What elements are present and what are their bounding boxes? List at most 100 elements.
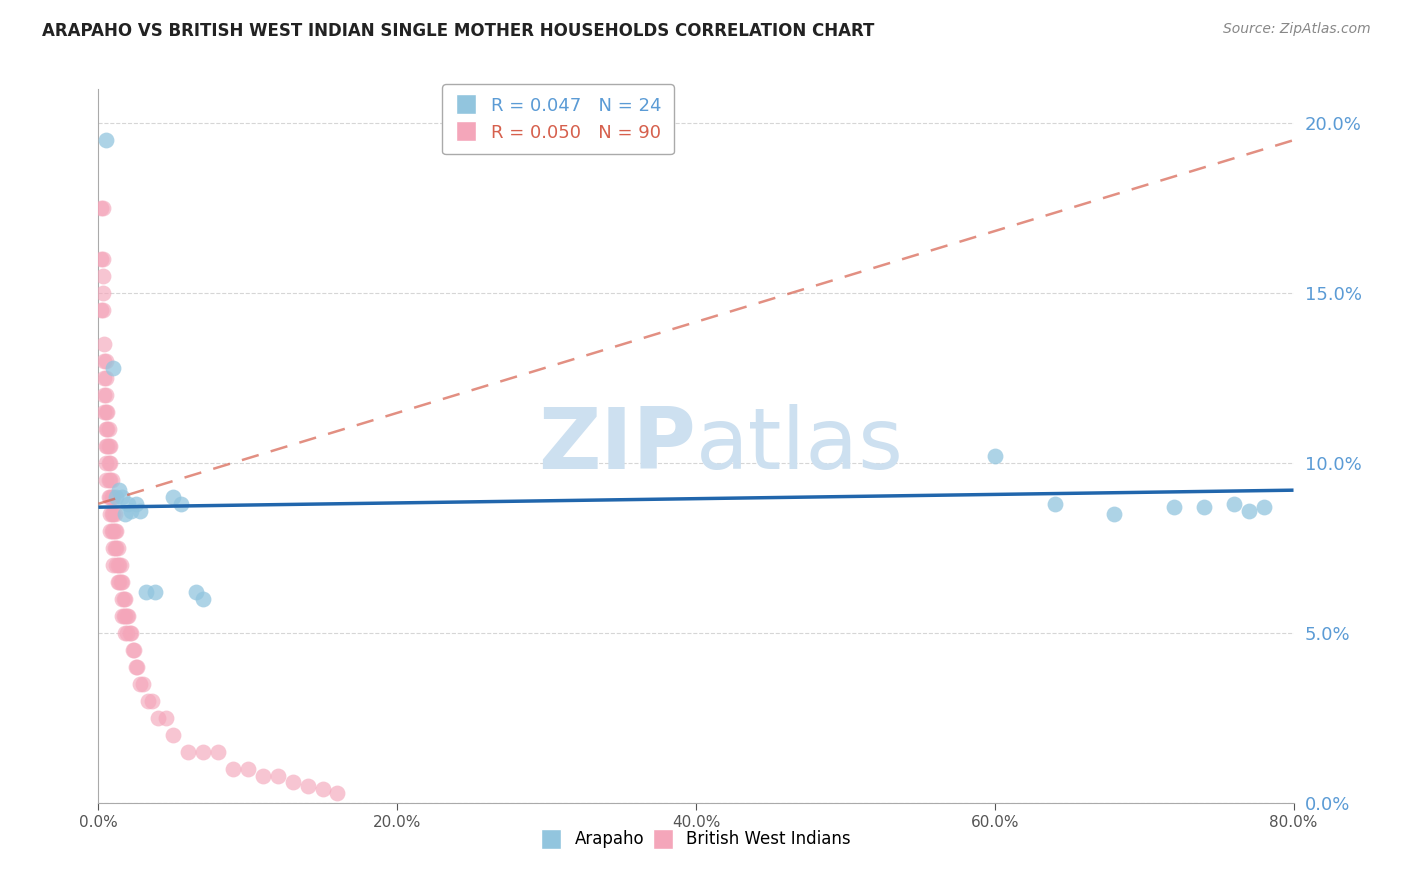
Point <box>114 608 136 623</box>
Point <box>101 490 124 504</box>
Point <box>125 497 148 511</box>
Point <box>114 591 136 606</box>
Point <box>98 490 122 504</box>
Point <box>93 337 115 351</box>
Point <box>105 490 128 504</box>
Text: ARAPAHO VS BRITISH WEST INDIAN SINGLE MOTHER HOUSEHOLDS CORRELATION CHART: ARAPAHO VS BRITISH WEST INDIAN SINGLE MO… <box>42 22 875 40</box>
Point <box>1223 497 1246 511</box>
Point <box>108 483 131 498</box>
Point <box>94 456 117 470</box>
Point <box>111 591 134 606</box>
Point <box>1253 500 1275 515</box>
Point <box>222 762 245 776</box>
Point <box>101 524 124 538</box>
Point <box>98 524 122 538</box>
Point <box>103 541 125 555</box>
Point <box>120 503 142 517</box>
Point <box>1237 503 1260 517</box>
Point <box>110 558 132 572</box>
Point <box>117 497 139 511</box>
Point <box>107 541 129 555</box>
Point <box>93 405 115 419</box>
Point <box>107 574 129 589</box>
Point <box>111 490 134 504</box>
Point <box>1192 500 1215 515</box>
Point <box>97 456 120 470</box>
Point <box>117 608 139 623</box>
Point <box>93 388 115 402</box>
Point <box>169 497 191 511</box>
Point <box>90 303 112 318</box>
Point <box>103 524 125 538</box>
Point <box>135 585 157 599</box>
Point <box>93 371 115 385</box>
Point <box>1163 500 1185 515</box>
Point <box>114 626 136 640</box>
Point <box>97 439 120 453</box>
Point <box>136 694 159 708</box>
Point <box>191 745 214 759</box>
Point <box>94 133 117 147</box>
Point <box>132 677 155 691</box>
Point <box>94 422 117 436</box>
Point <box>121 643 143 657</box>
Point <box>91 303 114 318</box>
Point <box>207 745 229 759</box>
Point <box>104 524 127 538</box>
Point <box>98 439 122 453</box>
Point <box>94 439 117 453</box>
Point <box>98 507 122 521</box>
Point <box>97 422 120 436</box>
Point <box>94 405 117 419</box>
Point <box>191 591 214 606</box>
Text: atlas: atlas <box>696 404 904 488</box>
Point <box>104 507 127 521</box>
Point <box>96 422 118 436</box>
Point <box>115 626 138 640</box>
Point <box>97 473 120 487</box>
Point <box>984 449 1007 463</box>
Point <box>91 269 114 284</box>
Point <box>91 252 114 266</box>
Point <box>184 585 207 599</box>
Point <box>252 769 274 783</box>
Point <box>1104 507 1126 521</box>
Point <box>114 507 136 521</box>
Point <box>236 762 259 776</box>
Point <box>103 360 125 375</box>
Point <box>326 786 349 800</box>
Point <box>155 711 177 725</box>
Point <box>104 541 127 555</box>
Point <box>96 405 118 419</box>
Legend: Arapaho, British West Indians: Arapaho, British West Indians <box>534 824 858 855</box>
Point <box>112 608 135 623</box>
Point <box>127 660 149 674</box>
Point <box>115 608 138 623</box>
Point <box>148 711 170 725</box>
Point <box>125 660 148 674</box>
Point <box>105 558 128 572</box>
Point <box>97 490 120 504</box>
Point <box>98 473 122 487</box>
Point <box>96 439 118 453</box>
Point <box>108 574 131 589</box>
Point <box>94 371 117 385</box>
Point <box>111 574 134 589</box>
Point <box>281 775 304 789</box>
Point <box>90 252 112 266</box>
Point <box>162 728 184 742</box>
Point <box>297 779 319 793</box>
Point <box>311 782 333 797</box>
Point <box>177 745 200 759</box>
Point <box>129 677 152 691</box>
Point <box>267 769 290 783</box>
Point <box>93 354 115 368</box>
Point <box>110 574 132 589</box>
Point <box>94 473 117 487</box>
Point <box>91 201 114 215</box>
Point <box>94 388 117 402</box>
Point <box>120 626 142 640</box>
Point <box>103 558 125 572</box>
Point <box>118 626 141 640</box>
Point <box>101 473 124 487</box>
